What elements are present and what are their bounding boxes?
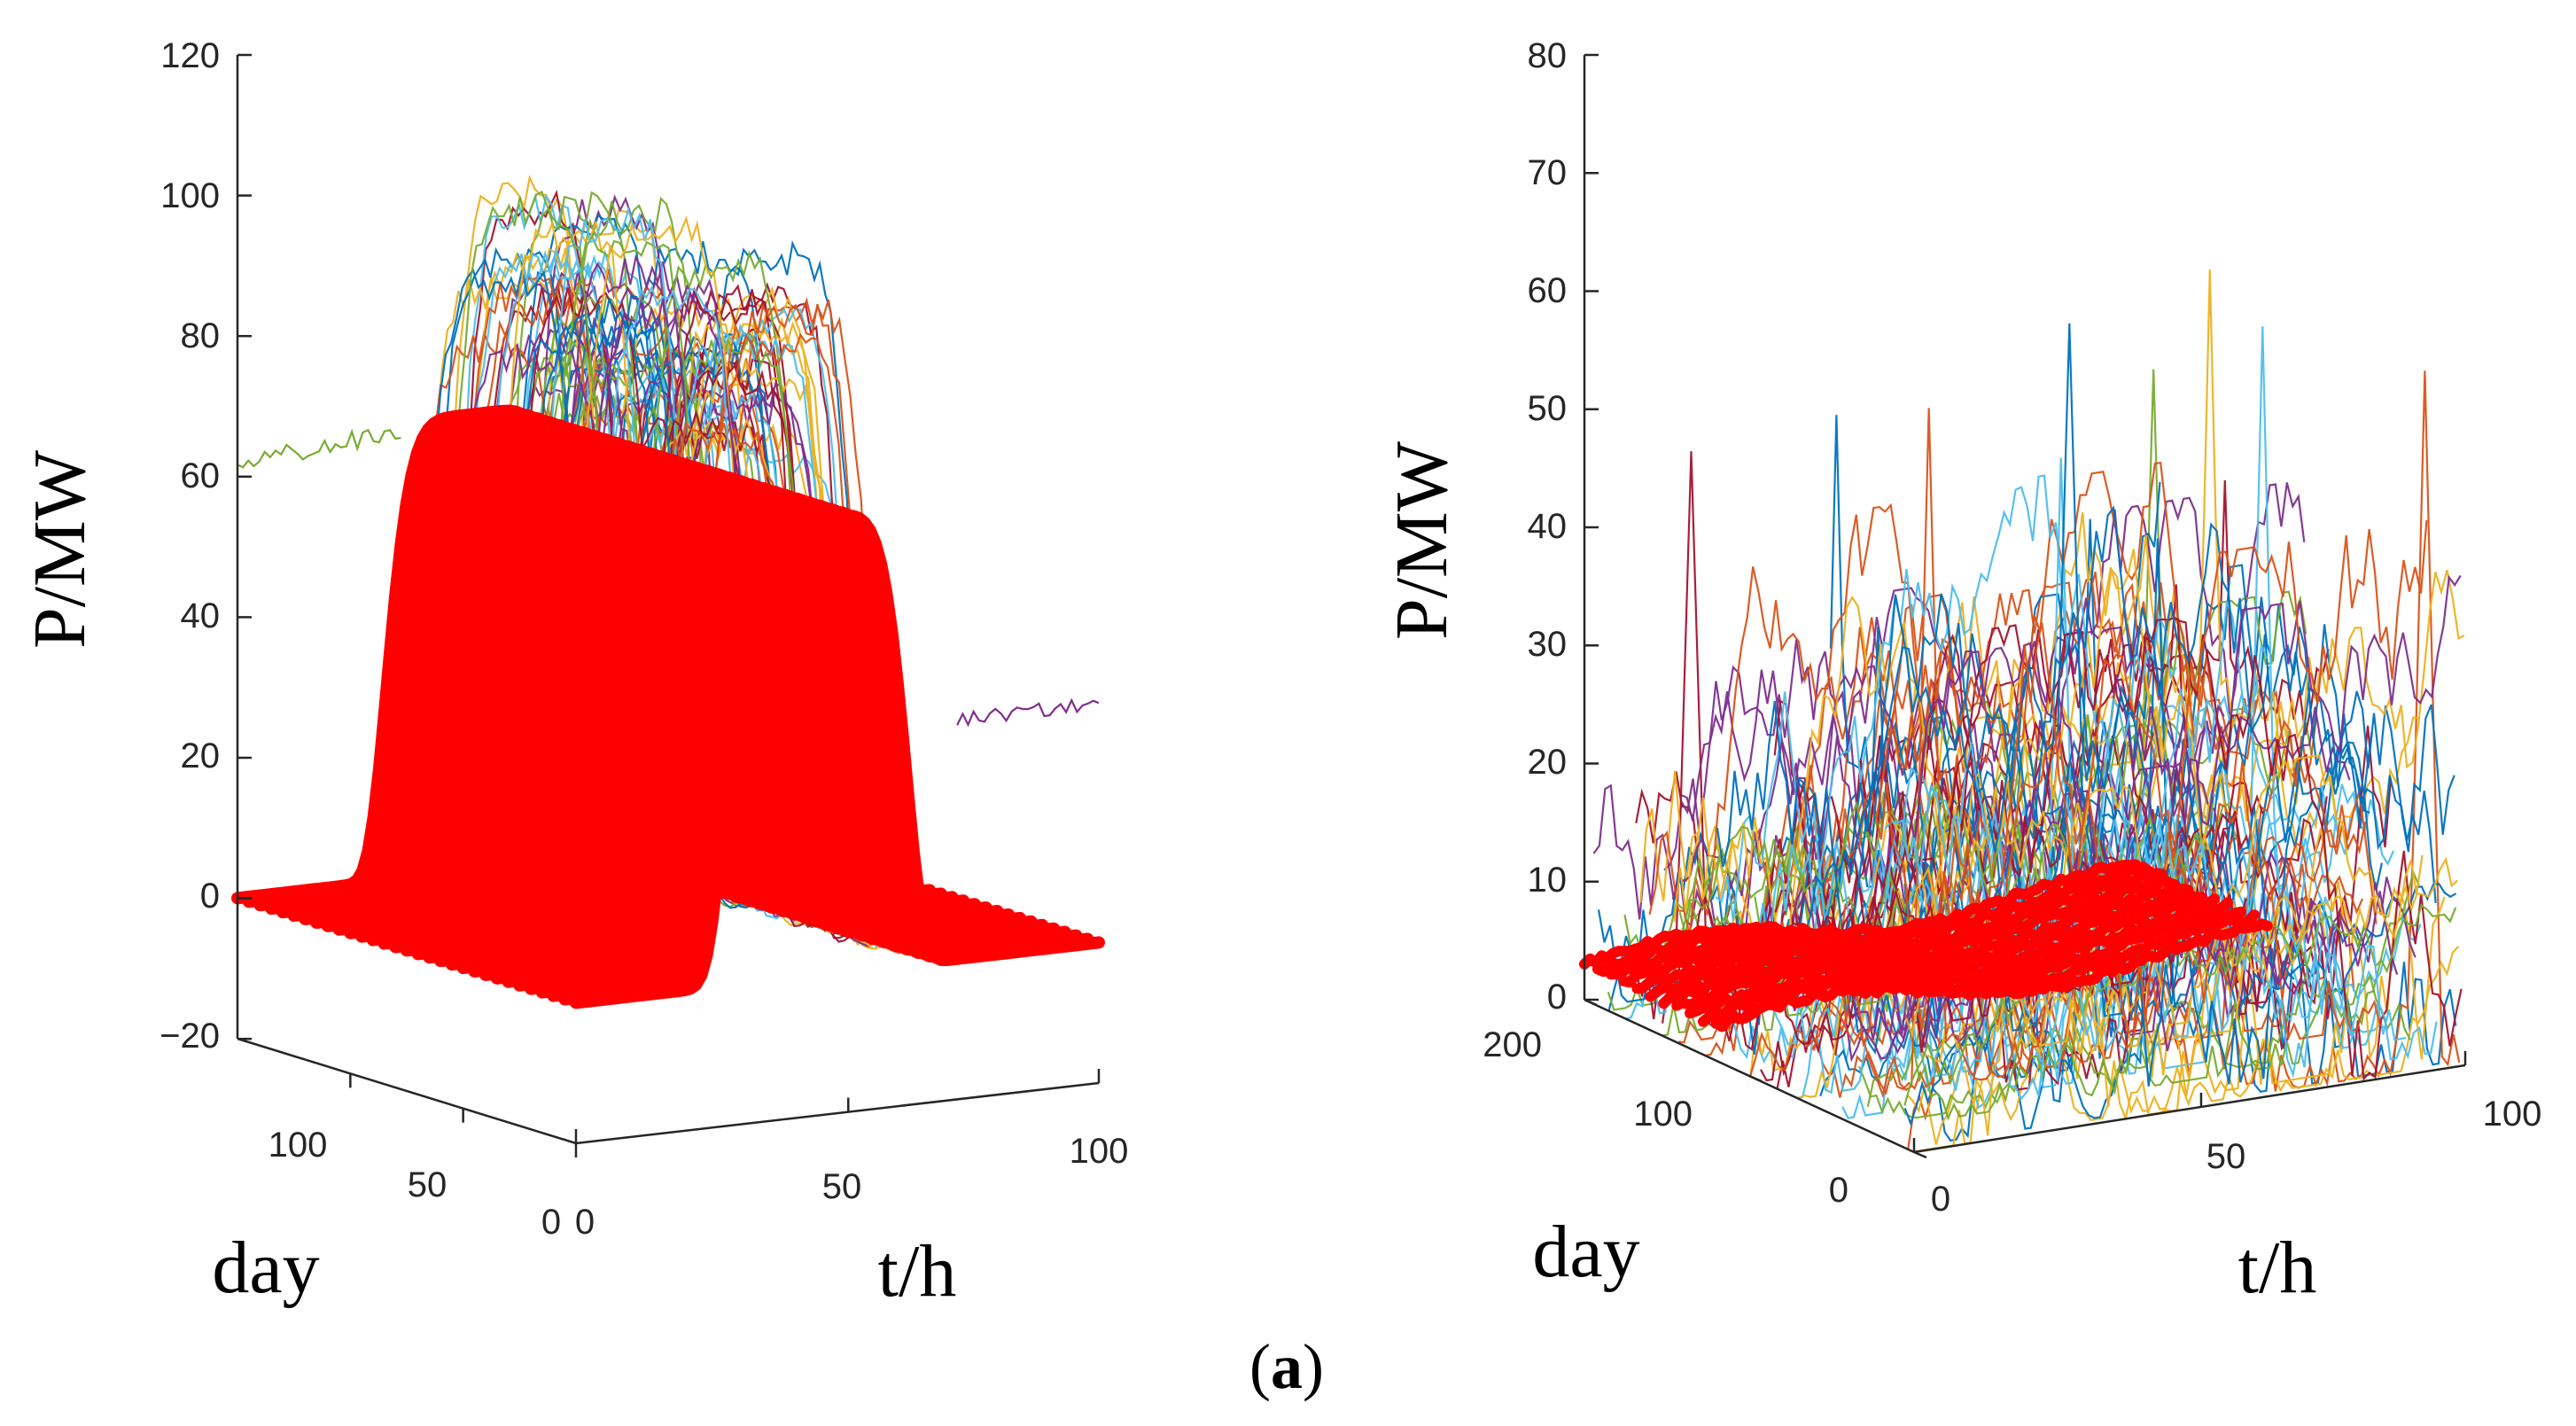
right-typical-line xyxy=(1710,918,2273,1032)
right-profile-line xyxy=(1716,505,2270,944)
right-day-label: day xyxy=(1532,1211,1639,1293)
right-day-tickmark xyxy=(1913,1150,1927,1159)
right-x-axis xyxy=(1913,1064,2466,1154)
left-z-tick: 40 xyxy=(181,596,221,635)
left-t-tick: 100 xyxy=(1070,1132,1129,1171)
left-z-label: P/MW xyxy=(19,449,101,649)
left-day-tick: 100 xyxy=(268,1126,328,1165)
left-profile-line xyxy=(237,428,401,469)
right-profile-line xyxy=(1909,616,2463,1081)
left-t-tick: 50 xyxy=(822,1167,862,1206)
right-z-tick: 0 xyxy=(1547,978,1567,1017)
right-profile-line xyxy=(1673,549,2227,971)
caption-close: ) xyxy=(1303,1331,1324,1402)
left-z-tick: 80 xyxy=(181,316,221,355)
right-z-tick: 30 xyxy=(1528,625,1568,664)
right-tick-marks xyxy=(1584,53,2467,1159)
right-t-label: t/h xyxy=(2238,1227,2317,1309)
chart-left: 120 100 80 60 40 20 0 −20 100 50 0 0 50 … xyxy=(19,36,1128,1313)
right-profile-line xyxy=(1892,596,2446,1097)
left-day-tick: 0 xyxy=(541,1203,561,1242)
right-day-tick: 100 xyxy=(1633,1095,1693,1134)
right-typical-line xyxy=(1671,897,2234,1011)
right-z-label: P/MW xyxy=(1381,440,1463,640)
right-z-tick: 10 xyxy=(1528,861,1568,900)
right-profile-line xyxy=(1874,519,2428,1035)
right-profile-line xyxy=(1857,969,2411,1119)
caption-letter: a xyxy=(1271,1331,1303,1402)
right-z-tick: 70 xyxy=(1528,153,1568,192)
right-mean-curve xyxy=(1579,859,2273,1032)
right-day-tickmark xyxy=(1748,1074,1763,1083)
left-z-tick: 120 xyxy=(160,36,220,75)
left-t-tick: 0 xyxy=(575,1203,595,1242)
right-profile-line xyxy=(1829,415,2383,1000)
left-z-tick: −20 xyxy=(160,1017,220,1056)
right-profile-line xyxy=(1906,946,2460,1145)
right-profile-line xyxy=(1796,457,2349,1099)
left-z-tick: 20 xyxy=(181,736,221,775)
left-typical-line xyxy=(570,509,1105,1009)
left-day-label: day xyxy=(212,1227,319,1309)
left-z-tick: 60 xyxy=(181,456,221,495)
left-z-tick: 100 xyxy=(160,176,220,215)
figure-caption: (a) xyxy=(1249,1331,1324,1402)
right-typical-line xyxy=(1631,883,2194,994)
right-z-tick: 20 xyxy=(1528,743,1568,782)
left-day-tick: 50 xyxy=(408,1165,447,1204)
left-mean-curve xyxy=(231,404,1105,1009)
left-z-tick: 0 xyxy=(200,877,220,916)
left-tick-marks xyxy=(237,53,1101,1157)
right-typical-line xyxy=(1658,893,2221,1009)
caption-open: ( xyxy=(1249,1331,1271,1402)
left-x-axis xyxy=(575,1081,1100,1145)
left-y-axis xyxy=(237,1037,577,1145)
right-t-tick: 0 xyxy=(1931,1180,1950,1219)
right-profile-line xyxy=(1810,857,2364,1098)
right-z-tick: 50 xyxy=(1528,389,1568,428)
right-z-tick: 80 xyxy=(1528,36,1568,75)
right-t-tick: 100 xyxy=(2483,1095,2542,1134)
right-profile-line xyxy=(1838,725,2393,1091)
right-profile-line xyxy=(1908,574,2462,854)
right-t-tick: 50 xyxy=(2206,1137,2246,1176)
right-typical-line xyxy=(1579,859,2141,970)
right-day-tick: 200 xyxy=(1483,1025,1542,1064)
right-z-tick: 60 xyxy=(1528,271,1568,310)
right-day-tick: 0 xyxy=(1829,1171,1848,1210)
chart-right: 80 70 60 50 40 30 20 10 0 200 100 0 0 50… xyxy=(1381,36,2541,1309)
left-t-label: t/h xyxy=(878,1230,957,1313)
left-profile-line xyxy=(956,697,1100,728)
right-z-tick: 40 xyxy=(1528,507,1568,546)
